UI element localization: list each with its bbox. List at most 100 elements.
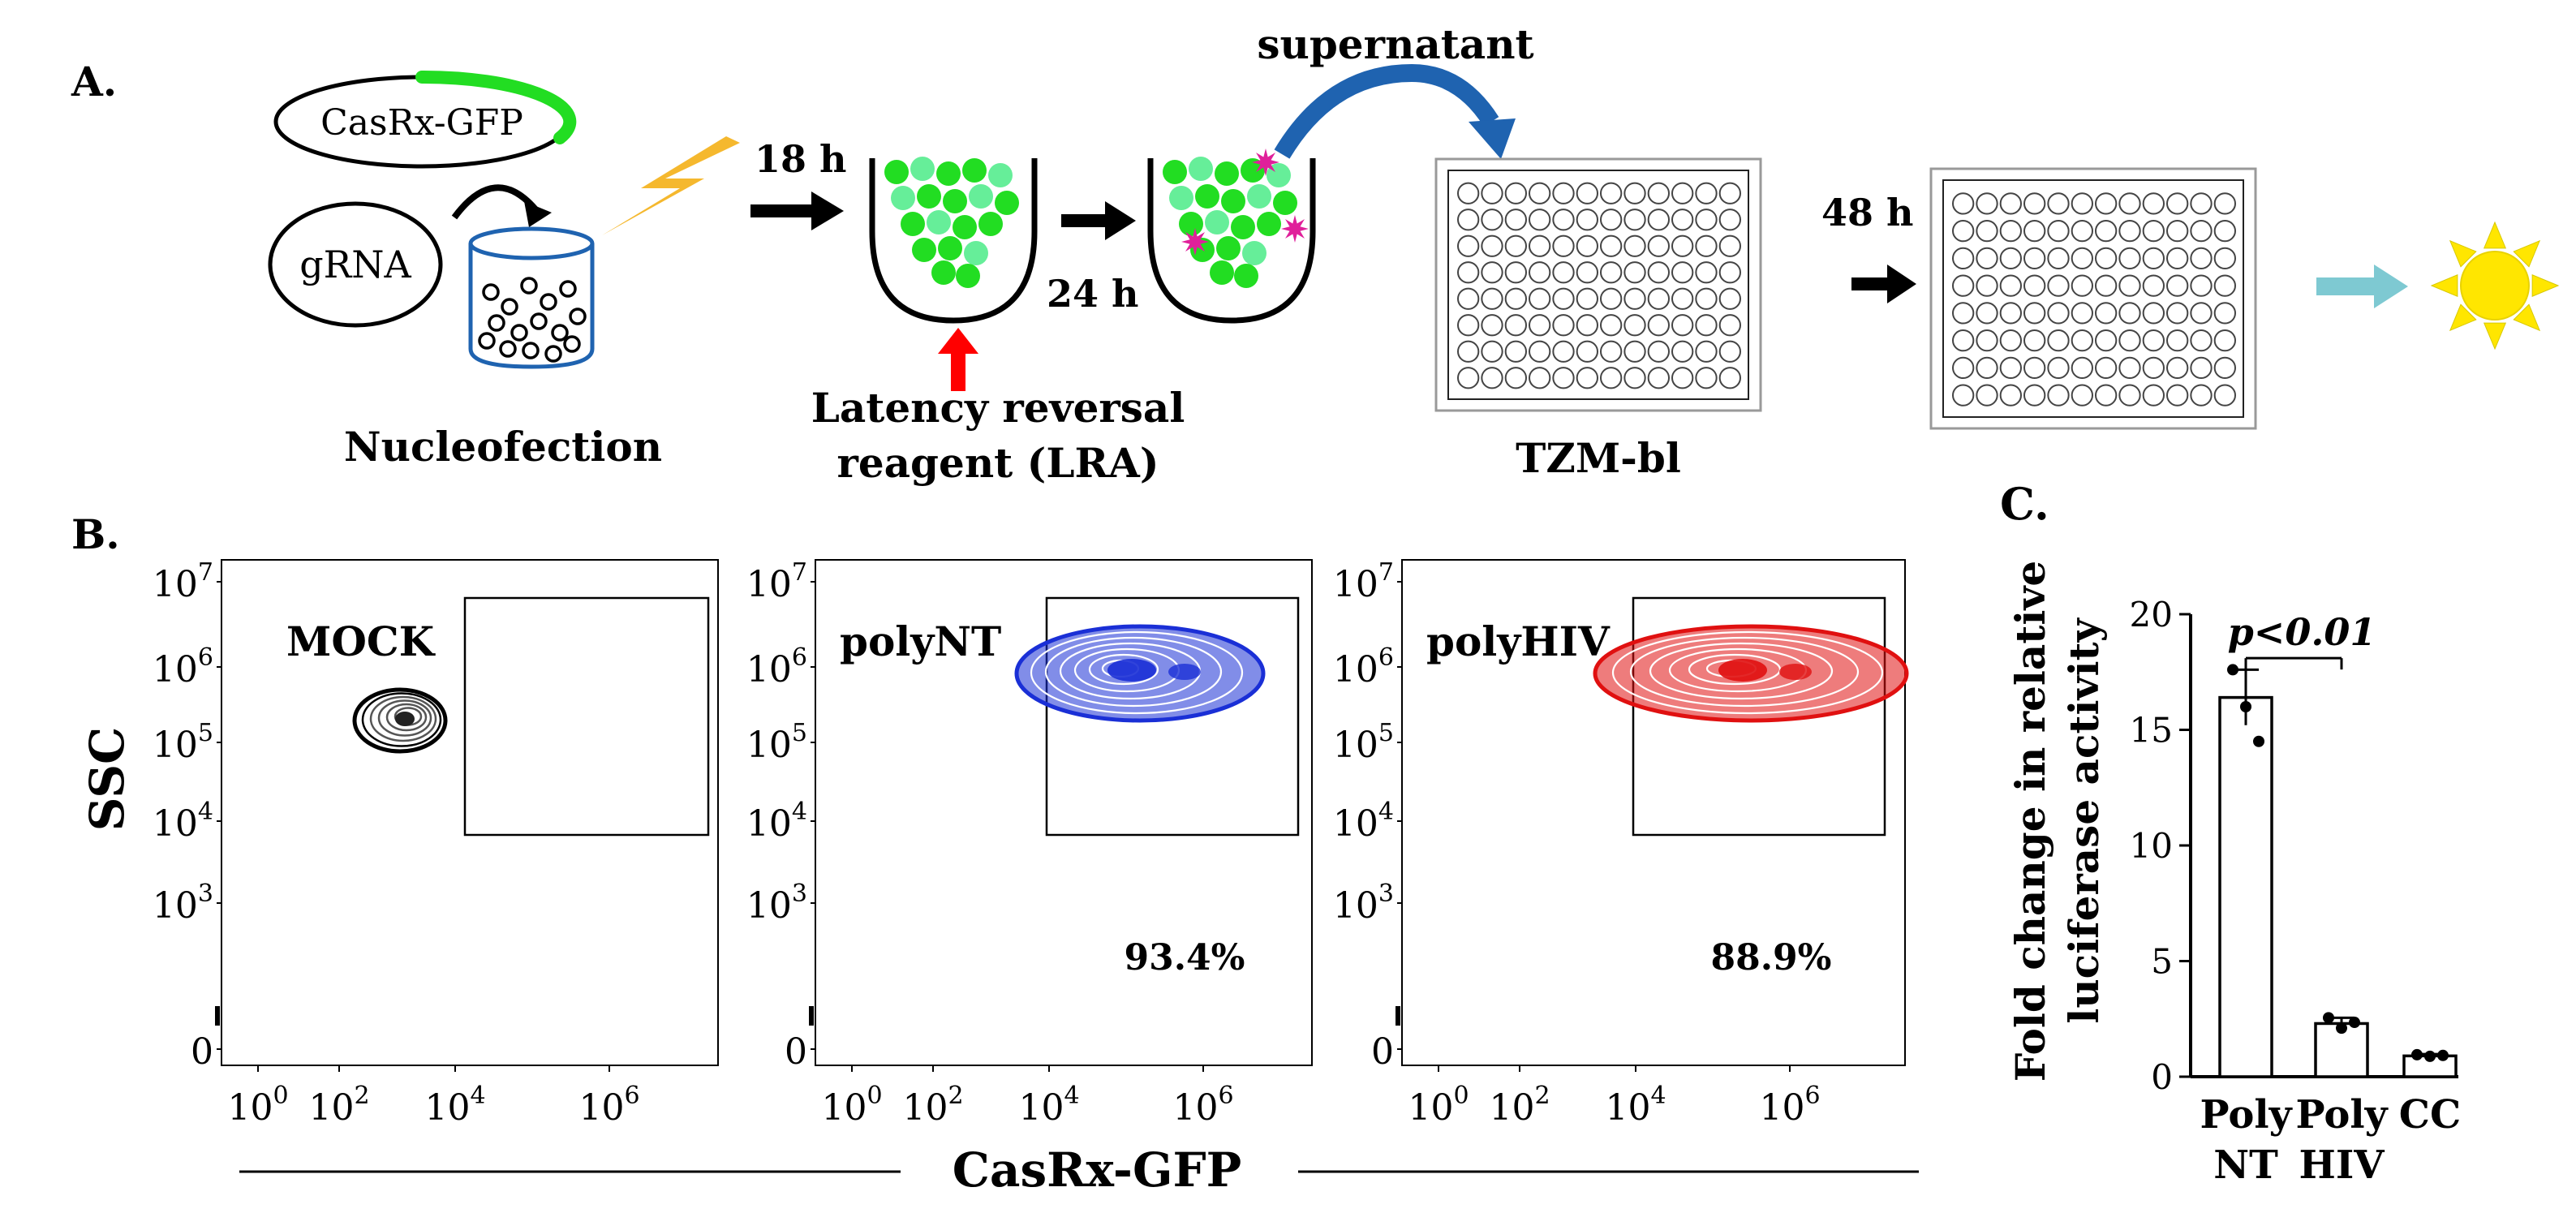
plate-well bbox=[2047, 384, 2070, 407]
chart-ylabel-line1: Fold change in relative bbox=[2006, 561, 2054, 1082]
panel-a-label: A. bbox=[71, 58, 117, 105]
grna-icon: gRNA bbox=[268, 201, 443, 328]
gfp-cell-icon bbox=[969, 184, 993, 209]
lightning-icon bbox=[602, 136, 740, 235]
plate-well bbox=[1504, 367, 1528, 389]
gfp-cell-icon bbox=[912, 238, 936, 262]
plate-well bbox=[1504, 182, 1528, 204]
plate-well bbox=[2071, 384, 2093, 407]
plate-well bbox=[1671, 261, 1694, 284]
gfp-cell-icon bbox=[891, 186, 915, 210]
plate-well bbox=[2071, 274, 2093, 297]
plate-well bbox=[2071, 329, 2093, 352]
gfp-cell-icon bbox=[1241, 158, 1265, 183]
casrx-gfp-axis-label: CasRx-GFP bbox=[953, 1142, 1242, 1198]
plate-well bbox=[1576, 287, 1599, 310]
plate-well bbox=[2118, 356, 2141, 380]
cuvette-icon bbox=[468, 226, 595, 369]
plate-well bbox=[1999, 384, 2022, 407]
plate-well bbox=[1695, 314, 1718, 337]
plate-well bbox=[2142, 247, 2165, 270]
plate-well bbox=[1647, 287, 1671, 310]
plate-well bbox=[2047, 302, 2070, 325]
supernatant-arrow-head-icon bbox=[1469, 118, 1516, 159]
gate bbox=[1045, 596, 1300, 837]
plate-well bbox=[2142, 302, 2165, 325]
gfp-cell-icon bbox=[1163, 160, 1187, 184]
plate-well bbox=[1529, 287, 1551, 310]
plate-well bbox=[1457, 287, 1480, 310]
data-point bbox=[2240, 701, 2251, 712]
plate-well bbox=[2118, 302, 2141, 325]
plate-well bbox=[1695, 182, 1718, 204]
x-tick-label: 106 bbox=[1759, 1082, 1820, 1129]
plate-well bbox=[1504, 234, 1528, 257]
plate-well bbox=[1529, 367, 1551, 389]
plate-well bbox=[1600, 314, 1623, 337]
plate-well bbox=[1504, 209, 1528, 231]
gfp-cell-icon bbox=[962, 158, 987, 183]
y-tick-label: 107 bbox=[153, 558, 213, 605]
plate-well bbox=[1671, 234, 1694, 257]
gfp-cell-icon bbox=[938, 236, 962, 260]
data-point bbox=[2323, 1012, 2334, 1024]
x-tick-label: 102 bbox=[308, 1082, 369, 1129]
plate-well bbox=[1695, 209, 1718, 231]
plate-well bbox=[1647, 314, 1671, 337]
plate-well bbox=[1504, 340, 1528, 363]
y-tick-label: 105 bbox=[746, 719, 807, 766]
x-tick-label: 100 bbox=[821, 1082, 882, 1129]
gfp-cell-icon bbox=[1216, 236, 1241, 260]
plate-well bbox=[2095, 356, 2118, 380]
plate-well bbox=[1999, 192, 2022, 215]
plate-well bbox=[2095, 219, 2118, 243]
plate-well bbox=[2023, 274, 2046, 297]
y-tick-label: 20 bbox=[2130, 595, 2173, 635]
plate-well bbox=[2023, 192, 2046, 215]
plate-well bbox=[2190, 302, 2213, 325]
gate-percent: 88.9% bbox=[1711, 937, 1832, 979]
y-tick-label: 106 bbox=[746, 643, 807, 690]
plate-well bbox=[1976, 192, 1998, 215]
plate-well bbox=[1695, 340, 1718, 363]
panel-a: A. CasRx-GFP gRNA bbox=[71, 20, 2560, 487]
y-tick-label: 15 bbox=[2130, 711, 2173, 751]
plate-well bbox=[1718, 234, 1741, 257]
gfp-cell-icon bbox=[964, 241, 988, 265]
y-tick-label: 10 bbox=[2130, 826, 2173, 866]
plate-well bbox=[1999, 356, 2022, 380]
plate-well bbox=[2023, 329, 2046, 352]
plate-well bbox=[1552, 182, 1575, 204]
data-point bbox=[2227, 664, 2238, 676]
plate-well bbox=[1695, 367, 1718, 389]
plate-well bbox=[1529, 340, 1551, 363]
x-category-label: NT bbox=[2213, 1142, 2278, 1188]
plate-well bbox=[1695, 234, 1718, 257]
plate-well bbox=[1999, 302, 2022, 325]
gfp-cell-icon bbox=[1169, 186, 1193, 210]
sample-name: polyHIV bbox=[1426, 617, 1611, 665]
plate-well bbox=[1600, 287, 1623, 310]
y-tick-label: 105 bbox=[153, 719, 213, 766]
contour-population bbox=[1014, 624, 1266, 723]
plate-well bbox=[1671, 340, 1694, 363]
gfp-cell-icon bbox=[978, 212, 1003, 236]
plate-well bbox=[1552, 209, 1575, 231]
gfp-cell-icon bbox=[917, 184, 941, 209]
plate-well bbox=[1576, 182, 1599, 204]
plate-well bbox=[1576, 367, 1599, 389]
nucleofection-label: Nucleofection bbox=[344, 423, 662, 471]
plasmid-label: CasRx-GFP bbox=[320, 102, 523, 144]
plate-well bbox=[1623, 182, 1646, 204]
plate-well bbox=[2166, 329, 2189, 352]
plate-well bbox=[1576, 209, 1599, 231]
plate-well bbox=[1976, 302, 1998, 325]
data-point bbox=[2253, 735, 2264, 747]
y-tick-label: 107 bbox=[746, 558, 807, 605]
plate-well bbox=[1600, 182, 1623, 204]
plate-well bbox=[2190, 219, 2213, 243]
plate-well bbox=[1695, 261, 1718, 284]
plate-well bbox=[1718, 340, 1741, 363]
y-tick-label: 103 bbox=[153, 880, 213, 927]
y-tick-label: 103 bbox=[1333, 880, 1394, 927]
